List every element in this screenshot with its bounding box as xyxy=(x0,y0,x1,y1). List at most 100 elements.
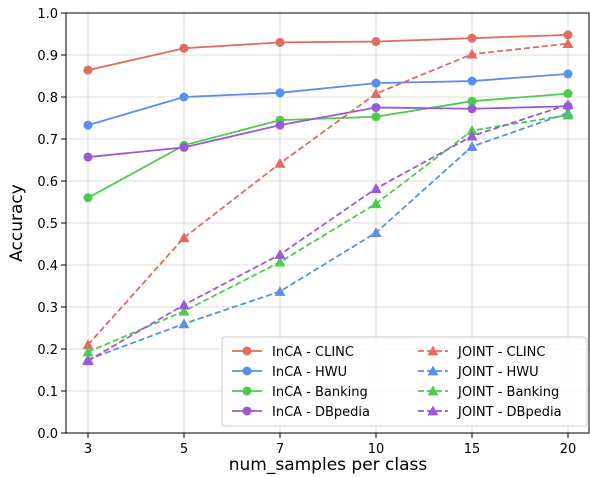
series-layer xyxy=(82,30,574,366)
data-point xyxy=(467,96,477,106)
legend-marker xyxy=(427,345,439,356)
data-point xyxy=(371,37,381,47)
legend-item: InCA - DBpedia xyxy=(232,405,370,420)
data-point xyxy=(371,112,381,122)
data-point xyxy=(82,339,94,350)
data-point xyxy=(274,285,286,296)
data-point xyxy=(82,355,94,366)
legend: InCA - CLINC InCA - HWU InCA - Banking InCA… xyxy=(221,336,588,427)
legend-box xyxy=(221,336,588,427)
series-line xyxy=(87,42,569,346)
data-point xyxy=(371,103,381,112)
data-point xyxy=(370,183,382,193)
legend-label: JOINT - HWU xyxy=(457,365,539,380)
data-point xyxy=(562,38,574,49)
data-point xyxy=(467,104,477,114)
legend-marker xyxy=(427,365,439,376)
data-point xyxy=(83,65,93,75)
legend-marker xyxy=(427,405,439,416)
data-point xyxy=(370,198,382,209)
series-line xyxy=(87,73,569,127)
data-point xyxy=(563,30,573,40)
legend-label: InCA - CLINC xyxy=(272,345,354,360)
x-tick-label: 7 xyxy=(276,442,284,457)
data-point xyxy=(179,142,189,152)
x-axis-title: num_samples per class xyxy=(229,455,428,475)
legend-marker xyxy=(427,385,439,396)
data-point xyxy=(83,120,93,130)
legend-label: InCA - Banking xyxy=(272,385,368,400)
y-tick-label: 0.7 xyxy=(37,133,58,148)
y-tick-label: 1.0 xyxy=(37,7,58,22)
legend-item: InCA - CLINC xyxy=(232,345,354,360)
data-point xyxy=(83,193,93,203)
series-line xyxy=(87,105,569,158)
x-tick-label: 3 xyxy=(84,442,92,457)
data-point xyxy=(178,232,190,243)
x-tick-label: 5 xyxy=(180,442,188,457)
y-tick-label: 0.8 xyxy=(37,91,58,106)
series-inca-hwu xyxy=(83,69,573,130)
series-joint-clinc xyxy=(82,38,574,350)
series-line xyxy=(87,92,569,199)
data-point xyxy=(274,256,286,267)
y-tick-label: 0.6 xyxy=(37,175,58,190)
data-point xyxy=(178,305,190,316)
data-point xyxy=(466,125,478,135)
data-point xyxy=(466,48,478,59)
data-point xyxy=(274,249,286,259)
data-point xyxy=(274,157,286,168)
x-tick-label: 15 xyxy=(464,442,481,457)
y-axis-title: Accuracy xyxy=(7,184,27,262)
legend-item: InCA - Banking xyxy=(232,385,368,400)
x-tick-label: 10 xyxy=(368,442,385,457)
legend-marker xyxy=(242,346,252,356)
data-point xyxy=(83,152,93,162)
y-tick-label: 0.9 xyxy=(37,49,58,64)
legend-marker xyxy=(242,386,252,396)
data-point xyxy=(563,89,573,99)
data-point xyxy=(178,299,190,310)
data-point xyxy=(467,33,477,43)
data-point xyxy=(82,346,94,357)
data-point xyxy=(371,78,381,88)
series-joint-banking xyxy=(82,109,574,357)
legend-label: JOINT - Banking xyxy=(457,385,559,400)
data-point xyxy=(275,37,285,47)
legend-label: JOINT - CLINC xyxy=(457,345,545,360)
data-point xyxy=(275,120,285,130)
data-point xyxy=(562,109,574,120)
legend-label: InCA - DBpedia xyxy=(272,405,370,420)
legend-item: JOINT - CLINC xyxy=(418,345,545,360)
axes: 0.0 0.1 0.2 0.3 0.4 0.5 0.6 0.7 0.8 0.9 1.0 3 5 7 10 15… xyxy=(37,7,576,457)
data-point xyxy=(370,227,382,238)
legend-item: JOINT - HWU xyxy=(418,365,539,380)
data-point xyxy=(563,69,573,79)
legend-item: JOINT - Banking xyxy=(418,385,559,400)
legend-marker xyxy=(242,406,252,416)
y-tick-label: 0.4 xyxy=(37,259,58,274)
series-joint-dbpedia xyxy=(82,99,574,366)
x-tick-label: 20 xyxy=(560,442,577,457)
data-point xyxy=(275,88,285,98)
data-point xyxy=(562,99,574,109)
series-line xyxy=(87,33,569,71)
data-point xyxy=(179,43,189,53)
series-line xyxy=(87,112,569,361)
data-point xyxy=(179,92,189,102)
series-line xyxy=(87,114,569,353)
y-tick-label: 0.3 xyxy=(37,301,58,316)
series-inca-dbpedia xyxy=(83,101,573,162)
legend-label: InCA - HWU xyxy=(272,365,347,380)
y-tick-label: 0.1 xyxy=(37,385,58,400)
legend-item: JOINT - DBpedia xyxy=(418,405,562,420)
data-point xyxy=(466,141,478,151)
data-point xyxy=(370,88,382,99)
data-point xyxy=(178,318,190,329)
series-line xyxy=(87,103,569,362)
y-tick-label: 0.2 xyxy=(37,343,58,358)
y-tick-label: 0.0 xyxy=(37,427,58,442)
legend-label: JOINT - DBpedia xyxy=(457,405,562,420)
legend-item: InCA - HWU xyxy=(232,365,347,380)
